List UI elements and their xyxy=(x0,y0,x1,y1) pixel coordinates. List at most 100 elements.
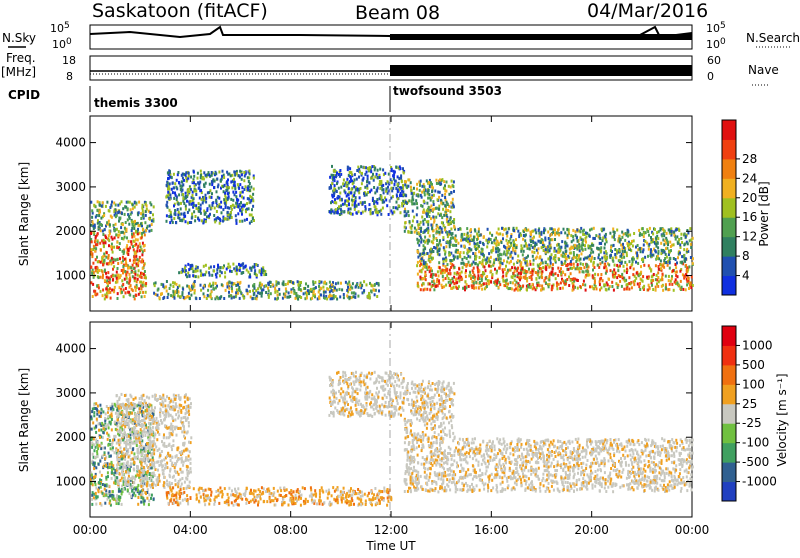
scatter-cell xyxy=(107,438,109,441)
scatter-cell xyxy=(538,229,540,232)
scatter-cell xyxy=(411,231,413,234)
scatter-cell xyxy=(226,282,228,285)
scatter-cell xyxy=(102,436,104,439)
scatter-cell xyxy=(91,474,93,477)
scatter-cell xyxy=(449,284,451,287)
scatter-cell xyxy=(229,266,231,269)
scatter-cell xyxy=(612,228,614,231)
scatter-cell xyxy=(351,188,353,191)
scatter-cell xyxy=(619,259,621,262)
scatter-cell xyxy=(599,283,601,286)
scatter-cell xyxy=(667,241,669,244)
scatter-cell xyxy=(510,244,512,247)
scatter-cell xyxy=(94,456,96,459)
scatter-cell xyxy=(560,281,562,284)
scatter-cell xyxy=(445,245,447,248)
scatter-cell xyxy=(95,247,97,250)
scatter-cell xyxy=(315,286,317,289)
scatter-cell xyxy=(449,210,451,213)
scatter-cell xyxy=(584,244,586,247)
scatter-cell xyxy=(234,187,236,190)
scatter-cell xyxy=(535,242,537,245)
scatter-cell xyxy=(104,269,106,272)
scatter-cell xyxy=(247,176,249,179)
scatter-cell xyxy=(213,186,215,189)
scatter-cell xyxy=(334,184,336,187)
scatter-cell xyxy=(147,446,149,449)
scatter-cell xyxy=(501,227,503,230)
scatter-cell xyxy=(137,274,139,277)
scatter-cell xyxy=(239,220,241,223)
scatter-cell xyxy=(135,255,137,258)
scatter-cell xyxy=(599,262,601,265)
scatter-cell xyxy=(278,282,280,285)
scatter-cell xyxy=(223,297,225,300)
scatter-cell xyxy=(582,283,584,286)
scatter-cell xyxy=(148,493,150,496)
scatter-cell xyxy=(549,265,551,268)
scatter-cell xyxy=(256,297,258,300)
scatter-cell xyxy=(416,206,418,209)
scatter-cell xyxy=(446,274,448,277)
scatter-cell xyxy=(247,292,249,295)
scatter-cell xyxy=(382,184,384,187)
scatter-cell xyxy=(137,496,139,499)
scatter-cell xyxy=(194,219,196,222)
scatter-cell xyxy=(588,258,590,261)
scatter-cell xyxy=(403,171,405,174)
scatter-cell xyxy=(380,213,382,216)
scatter-cell xyxy=(157,289,159,292)
scatter-cell xyxy=(234,181,236,184)
scatter-cell xyxy=(577,240,579,243)
scatter-cell xyxy=(102,242,104,245)
scatter-cell xyxy=(307,289,309,292)
scatter-cell xyxy=(355,196,357,199)
scatter-cell xyxy=(369,190,371,193)
scatter-cell xyxy=(518,233,520,236)
scatter-cell xyxy=(236,172,238,175)
scatter-cell xyxy=(533,251,535,254)
scatter-cell xyxy=(489,232,491,235)
scatter-cell xyxy=(106,201,108,204)
scatter-cell xyxy=(455,244,457,247)
scatter-cell xyxy=(479,256,481,259)
scatter-cell xyxy=(237,212,239,215)
scatter-cell xyxy=(93,437,95,440)
scatter-cell xyxy=(525,233,527,236)
scatter-cell xyxy=(277,297,279,300)
scatter-cell xyxy=(536,256,538,259)
station-title: Saskatoon (fitACF) xyxy=(92,0,268,22)
nsearch-tick-high: 105 xyxy=(706,21,726,35)
scatter-cell xyxy=(405,194,407,197)
scatter-cell xyxy=(208,271,210,274)
scatter-cell xyxy=(416,264,418,267)
scatter-cell xyxy=(125,221,127,224)
scatter-cell xyxy=(399,165,401,168)
scatter-cell xyxy=(668,251,670,254)
scatter-cell xyxy=(497,240,499,243)
scatter-cell xyxy=(525,262,527,265)
scatter-cell xyxy=(253,177,255,180)
scatter-cell xyxy=(392,212,394,215)
scatter-cell xyxy=(667,288,669,291)
scatter-cell xyxy=(690,282,692,285)
scatter-cell xyxy=(564,262,566,265)
scatter-cell xyxy=(349,180,351,183)
scatter-cell xyxy=(478,250,480,253)
scatter-cell xyxy=(507,257,509,260)
scatter-cell xyxy=(100,229,102,232)
scatter-cell xyxy=(345,281,347,284)
scatter-cell xyxy=(310,288,312,291)
scatter-cell xyxy=(249,213,251,216)
scatter-cell xyxy=(438,205,440,208)
scatter-cell xyxy=(483,236,485,239)
scatter-cell xyxy=(401,204,403,207)
scatter-cell xyxy=(428,206,430,209)
scatter-cell xyxy=(650,241,652,244)
scatter-cell xyxy=(241,178,243,181)
scatter-cell xyxy=(502,268,504,271)
scatter-cell xyxy=(354,201,356,204)
scatter-cell xyxy=(668,279,670,282)
scatter-cell xyxy=(145,214,147,217)
